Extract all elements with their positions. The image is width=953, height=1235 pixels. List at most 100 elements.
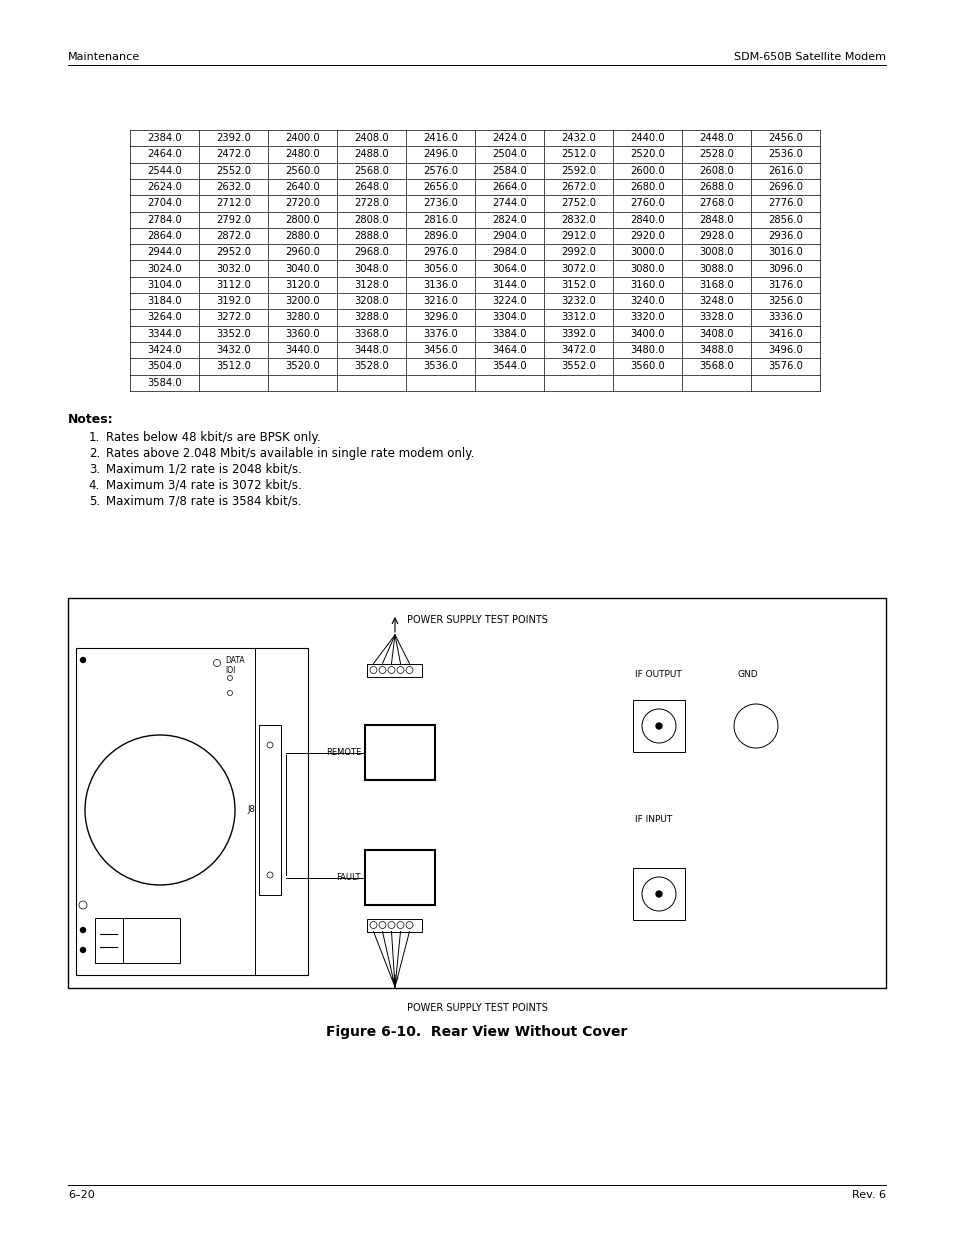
Circle shape — [396, 667, 403, 673]
Text: DATA: DATA — [225, 656, 244, 664]
Bar — [367, 663, 422, 677]
Text: 3120.0: 3120.0 — [285, 280, 319, 290]
Text: 2784.0: 2784.0 — [147, 215, 182, 225]
Circle shape — [80, 927, 86, 932]
Text: 3376.0: 3376.0 — [423, 329, 457, 338]
Text: 2416.0: 2416.0 — [422, 133, 457, 143]
Text: 3584.0: 3584.0 — [147, 378, 182, 388]
Text: 3536.0: 3536.0 — [423, 362, 457, 372]
Text: FAULT: FAULT — [336, 873, 360, 882]
Text: 2608.0: 2608.0 — [699, 165, 733, 175]
Text: 4.: 4. — [89, 479, 100, 492]
Text: 2504.0: 2504.0 — [492, 149, 526, 159]
Text: Rev. 6: Rev. 6 — [851, 1191, 885, 1200]
Circle shape — [227, 690, 233, 695]
Text: GND: GND — [738, 671, 758, 679]
Text: 3232.0: 3232.0 — [560, 296, 596, 306]
Circle shape — [733, 704, 778, 748]
Text: 2.: 2. — [89, 447, 100, 459]
Text: 2744.0: 2744.0 — [492, 199, 526, 209]
Circle shape — [388, 921, 395, 929]
Text: 2640.0: 2640.0 — [285, 182, 319, 193]
Circle shape — [388, 667, 395, 673]
Text: 2856.0: 2856.0 — [767, 215, 802, 225]
Text: 3400.0: 3400.0 — [630, 329, 664, 338]
Bar — [367, 919, 422, 931]
Text: 2624.0: 2624.0 — [147, 182, 182, 193]
Text: 2464.0: 2464.0 — [147, 149, 182, 159]
Text: 2592.0: 2592.0 — [560, 165, 596, 175]
Text: 3104.0: 3104.0 — [147, 280, 182, 290]
Text: Figure 6-10.  Rear View Without Cover: Figure 6-10. Rear View Without Cover — [326, 1025, 627, 1039]
Text: 3432.0: 3432.0 — [216, 345, 251, 354]
Text: 2952.0: 2952.0 — [215, 247, 251, 257]
Text: 2736.0: 2736.0 — [422, 199, 457, 209]
Text: 3224.0: 3224.0 — [492, 296, 526, 306]
Text: 3168.0: 3168.0 — [699, 280, 733, 290]
Text: 2600.0: 2600.0 — [630, 165, 664, 175]
Text: 2808.0: 2808.0 — [354, 215, 389, 225]
Text: 3528.0: 3528.0 — [354, 362, 389, 372]
Text: Rates above 2.048 Mbit/s available in single rate modem only.: Rates above 2.048 Mbit/s available in si… — [106, 447, 474, 459]
Text: 2960.0: 2960.0 — [285, 247, 319, 257]
Text: 3408.0: 3408.0 — [699, 329, 733, 338]
Text: 3152.0: 3152.0 — [560, 280, 596, 290]
Text: 3240.0: 3240.0 — [630, 296, 664, 306]
Text: 3328.0: 3328.0 — [699, 312, 733, 322]
Circle shape — [641, 709, 676, 743]
Circle shape — [656, 890, 661, 897]
Text: 2728.0: 2728.0 — [354, 199, 389, 209]
Text: J8: J8 — [247, 805, 254, 815]
Text: 2904.0: 2904.0 — [492, 231, 526, 241]
Text: 3368.0: 3368.0 — [354, 329, 389, 338]
Text: 2672.0: 2672.0 — [560, 182, 596, 193]
Text: 3480.0: 3480.0 — [630, 345, 664, 354]
Text: 3384.0: 3384.0 — [492, 329, 526, 338]
Text: 2760.0: 2760.0 — [629, 199, 664, 209]
Text: 3296.0: 3296.0 — [422, 312, 457, 322]
Text: 2480.0: 2480.0 — [285, 149, 319, 159]
Text: 2944.0: 2944.0 — [147, 247, 182, 257]
Text: 3080.0: 3080.0 — [630, 263, 664, 273]
Text: REMOTE: REMOTE — [325, 748, 360, 757]
Bar — [365, 725, 435, 781]
Text: SDM-650B Satellite Modem: SDM-650B Satellite Modem — [733, 52, 885, 62]
Bar — [633, 700, 684, 752]
Text: 3424.0: 3424.0 — [147, 345, 182, 354]
Text: 3256.0: 3256.0 — [767, 296, 802, 306]
Text: 2824.0: 2824.0 — [492, 215, 526, 225]
Text: 2440.0: 2440.0 — [630, 133, 664, 143]
Text: 2840.0: 2840.0 — [630, 215, 664, 225]
Text: 2872.0: 2872.0 — [215, 231, 251, 241]
Text: 2680.0: 2680.0 — [630, 182, 664, 193]
Text: 2560.0: 2560.0 — [285, 165, 319, 175]
Text: 2400.0: 2400.0 — [285, 133, 319, 143]
Text: 2552.0: 2552.0 — [215, 165, 251, 175]
Text: Maintenance: Maintenance — [68, 52, 140, 62]
Text: 3144.0: 3144.0 — [492, 280, 526, 290]
Text: 2896.0: 2896.0 — [422, 231, 457, 241]
Text: 3128.0: 3128.0 — [354, 280, 389, 290]
Text: 2936.0: 2936.0 — [767, 231, 802, 241]
Text: 2616.0: 2616.0 — [767, 165, 802, 175]
Text: 3280.0: 3280.0 — [285, 312, 319, 322]
Text: 2688.0: 2688.0 — [699, 182, 733, 193]
Bar — [365, 850, 435, 905]
Text: 1.: 1. — [89, 431, 100, 443]
Text: 3448.0: 3448.0 — [354, 345, 388, 354]
Text: 2816.0: 2816.0 — [422, 215, 457, 225]
Text: 2456.0: 2456.0 — [767, 133, 802, 143]
Text: 2880.0: 2880.0 — [285, 231, 319, 241]
Text: 2992.0: 2992.0 — [560, 247, 596, 257]
Text: 2792.0: 2792.0 — [215, 215, 251, 225]
Text: 2632.0: 2632.0 — [215, 182, 251, 193]
Circle shape — [80, 947, 86, 952]
Text: 3248.0: 3248.0 — [699, 296, 733, 306]
Text: 2520.0: 2520.0 — [629, 149, 664, 159]
Text: 3024.0: 3024.0 — [147, 263, 182, 273]
Text: 2800.0: 2800.0 — [285, 215, 319, 225]
Text: POWER SUPPLY TEST POINTS: POWER SUPPLY TEST POINTS — [406, 1003, 547, 1013]
Text: 3056.0: 3056.0 — [423, 263, 457, 273]
Text: 2384.0: 2384.0 — [147, 133, 182, 143]
Text: 3472.0: 3472.0 — [560, 345, 596, 354]
